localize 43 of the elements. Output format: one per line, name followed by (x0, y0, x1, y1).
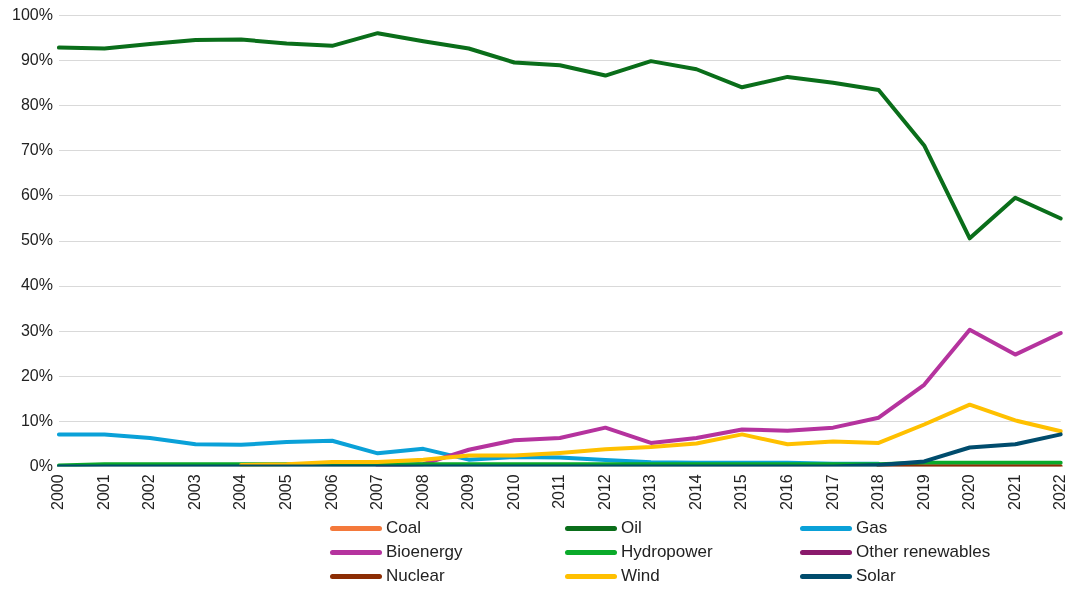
x-tick-label: 2008 (413, 474, 431, 510)
y-tick-label: 50% (20, 231, 53, 249)
x-tick-label: 2006 (322, 474, 340, 510)
y-tick-label: 0% (29, 456, 53, 474)
y-tick-label: 20% (20, 366, 53, 384)
x-tick-label: 2009 (459, 474, 477, 510)
legend-label: Hydropower (621, 542, 713, 562)
x-tick-label: 2017 (823, 474, 841, 510)
x-tick-label: 2007 (368, 474, 386, 510)
x-tick-label: 2012 (595, 474, 613, 510)
x-tick-label: 2004 (231, 474, 249, 510)
legend-label: Coal (386, 518, 421, 538)
x-tick-label: 2019 (914, 474, 932, 510)
y-tick-label: 40% (20, 276, 53, 294)
legend-label: Gas (856, 518, 888, 538)
x-tick-label: 2001 (94, 474, 112, 510)
x-tick-label: 2021 (1005, 474, 1023, 510)
legend-label: Other renewables (856, 542, 991, 562)
legend-label: Nuclear (386, 566, 445, 586)
x-tick-label: 2003 (185, 474, 203, 510)
x-tick-label: 2010 (504, 474, 522, 510)
legend-label: Solar (856, 566, 896, 586)
y-tick-label: 90% (20, 51, 53, 69)
legend-label: Wind (621, 566, 660, 586)
x-tick-label: 2014 (686, 474, 704, 510)
y-tick-label: 100% (12, 6, 53, 24)
legend-label: Bioenergy (386, 542, 463, 562)
x-tick-label: 2015 (732, 474, 750, 510)
x-tick-label: 2018 (869, 474, 887, 510)
legend-label: Oil (621, 518, 642, 538)
y-tick-label: 80% (20, 96, 53, 114)
x-tick-label: 2005 (277, 474, 295, 510)
x-tick-label: 2000 (49, 474, 67, 510)
x-tick-label: 2020 (960, 474, 978, 510)
y-tick-label: 10% (20, 411, 53, 429)
x-tick-label: 2011 (550, 474, 568, 509)
x-tick-label: 2016 (777, 474, 795, 510)
x-tick-label: 2002 (140, 474, 158, 510)
y-tick-label: 30% (20, 321, 53, 339)
y-tick-label: 70% (20, 141, 53, 159)
y-tick-label: 60% (20, 186, 53, 204)
x-tick-label: 2013 (641, 474, 659, 510)
x-tick-label: 2022 (1051, 474, 1069, 510)
